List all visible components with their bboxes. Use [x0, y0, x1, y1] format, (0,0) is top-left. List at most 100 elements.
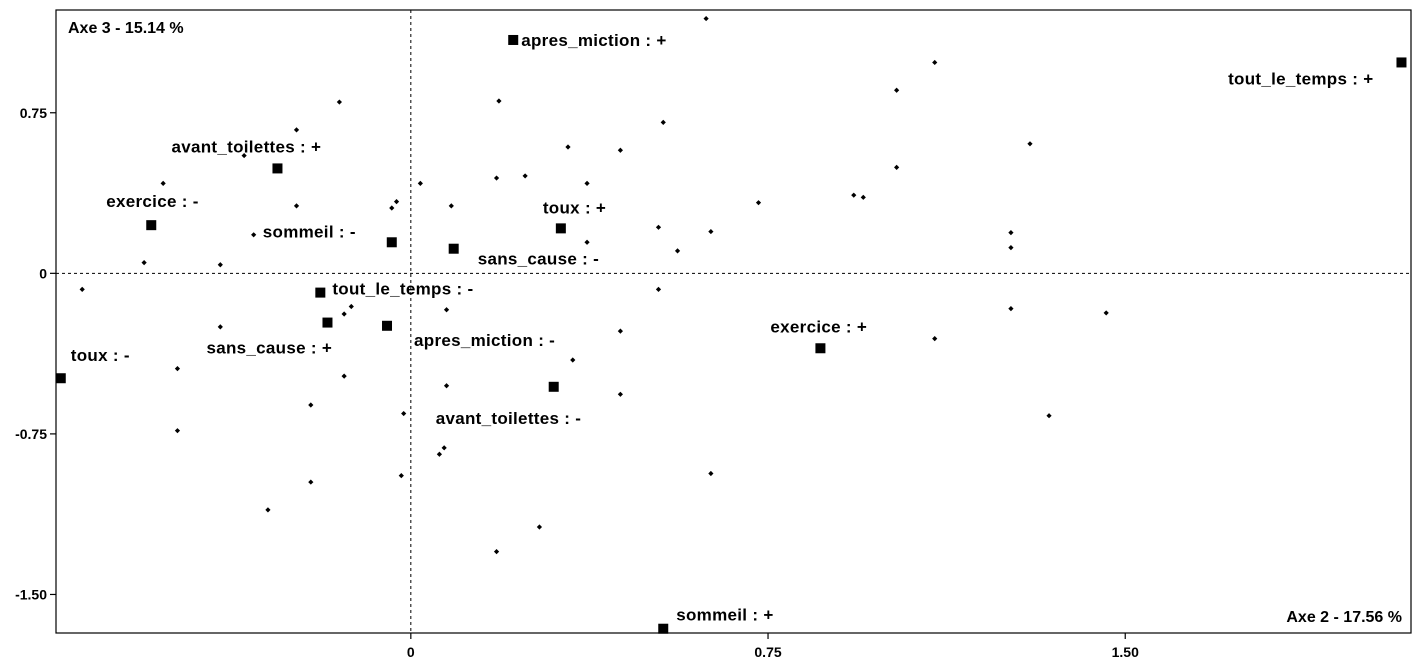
reference-lines [56, 10, 1411, 633]
individual-point [617, 328, 623, 334]
individual-point [341, 373, 347, 379]
category-point [548, 381, 559, 392]
y-tick-label: -1.50 [15, 586, 47, 602]
individual-point [348, 303, 354, 310]
individual-point [584, 180, 590, 187]
individual-point [341, 311, 347, 317]
category-label: exercice : - [106, 192, 198, 211]
category-label: sommeil : + [676, 606, 773, 625]
individual-point [443, 383, 450, 389]
category-point [508, 34, 519, 45]
x-tick-label: 0.75 [754, 644, 781, 658]
category-point [386, 237, 397, 248]
category-label: tout_le_temps : - [332, 280, 473, 299]
x-tick-label: 0 [407, 644, 415, 658]
category-point [55, 373, 66, 384]
individual-point [493, 175, 500, 181]
category-label: avant_toilettes : + [171, 137, 321, 156]
individual-point [174, 365, 181, 372]
individual-point [265, 507, 271, 513]
individual-point [336, 99, 342, 105]
individual-point [160, 180, 166, 187]
individual-point [932, 336, 938, 342]
individual-point [932, 59, 938, 66]
y-tick-label: -0.75 [15, 426, 47, 442]
individual-point [1103, 310, 1109, 316]
individual-point [708, 228, 714, 235]
category-label: toux : - [71, 346, 130, 365]
individual-point [755, 200, 762, 206]
individual-point [655, 224, 662, 230]
individual-point [417, 180, 423, 187]
category-label: apres_miction : + [521, 31, 666, 50]
category-label: exercice : + [770, 317, 867, 336]
individual-point [851, 192, 857, 198]
individual-point [522, 173, 528, 179]
individual-point [496, 98, 502, 104]
category-label: sans_cause : + [206, 339, 332, 358]
individual-point [141, 260, 147, 266]
individual-point [389, 205, 395, 211]
individual-point [79, 286, 85, 292]
individual-point [241, 152, 247, 159]
y-tick-label: 0 [39, 265, 47, 281]
individual-point [308, 402, 314, 408]
individual-point [1008, 306, 1014, 312]
individual-point [217, 262, 223, 268]
axis-ticks: 0 0.75 1.50 0.75 0 -0.75 -1.50 [15, 105, 1139, 658]
individual-point [448, 203, 454, 209]
category-point [658, 623, 669, 634]
individual-point [308, 479, 314, 485]
individual-point [443, 307, 450, 313]
category-point [146, 220, 157, 231]
individual-points [79, 15, 1109, 555]
axis-y-title: Axe 3 - 15.14 % [68, 20, 184, 37]
individual-point [1008, 245, 1014, 251]
category-label: avant_toilettes : - [436, 409, 582, 428]
individual-point [860, 194, 866, 200]
individual-point [1008, 230, 1014, 236]
individual-point [584, 239, 590, 245]
individual-point [655, 286, 662, 292]
category-point [1396, 57, 1407, 68]
plot-frame [55, 9, 1412, 634]
category-point [272, 163, 283, 174]
category-point [555, 223, 566, 234]
category-point [382, 320, 393, 331]
category-point [315, 287, 326, 298]
category-points: apres_miction : + tout_le_temps : + avant_… [55, 31, 1407, 634]
individual-point [441, 445, 447, 451]
individual-point [617, 391, 623, 397]
category-label: tout_le_temps : + [1228, 69, 1373, 88]
individual-point [493, 549, 500, 555]
individual-point [674, 248, 681, 254]
individual-point [401, 410, 407, 417]
category-point [448, 243, 459, 254]
individual-point [1027, 141, 1033, 147]
individual-point [708, 470, 714, 477]
category-label: apres_miction : - [414, 331, 555, 350]
y-tick-label: 0.75 [20, 105, 47, 121]
individual-point [894, 87, 900, 93]
category-label: sans_cause : - [478, 250, 599, 269]
individual-point [703, 15, 709, 22]
individual-point [217, 324, 223, 330]
individual-point [293, 127, 300, 133]
x-tick-label: 1.50 [1112, 644, 1139, 658]
axis-x-title: Axe 2 - 17.56 % [1286, 609, 1402, 626]
category-label: sommeil : - [263, 222, 356, 241]
category-point [815, 343, 826, 354]
individual-point [251, 232, 257, 238]
individual-point [436, 451, 443, 457]
individual-point [398, 473, 404, 479]
category-label: toux : + [543, 198, 606, 217]
category-point [322, 317, 333, 328]
individual-point [293, 203, 300, 209]
individual-point [617, 147, 623, 153]
individual-point [1046, 413, 1052, 419]
individual-point [565, 144, 571, 150]
individual-point [894, 164, 900, 170]
individual-point [536, 524, 543, 530]
individual-point [393, 199, 400, 205]
